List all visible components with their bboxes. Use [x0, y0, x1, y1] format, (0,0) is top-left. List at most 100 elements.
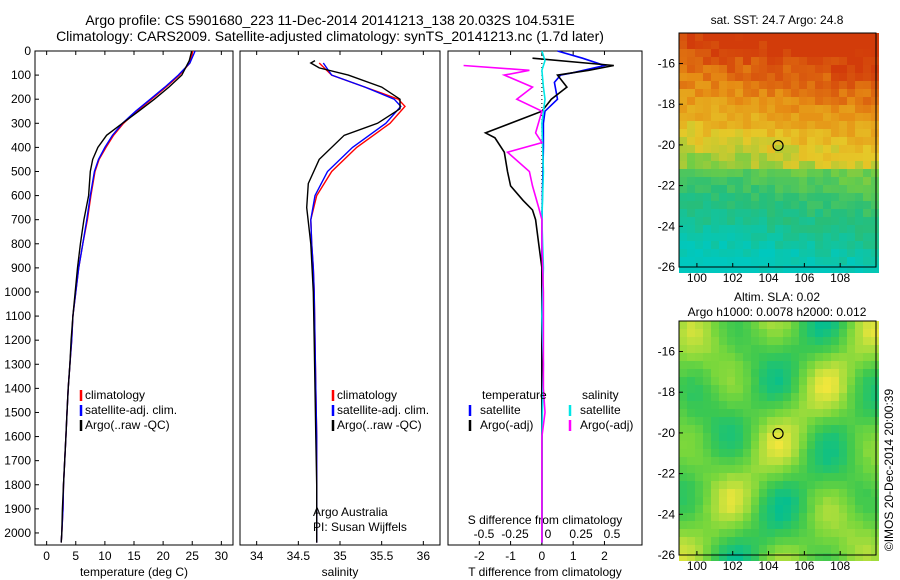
y-tick-label: 100 — [11, 68, 31, 82]
map-frame — [678, 320, 877, 556]
top-tick-label: 0 — [545, 527, 552, 541]
series-line-argo-adj- — [483, 57, 614, 543]
legend-label: satellite-adj. clim. — [85, 403, 177, 417]
series-line-satellite-adj-clim- — [60, 50, 196, 543]
series-line-satellite — [541, 50, 608, 543]
y-tick-label: 500 — [11, 164, 31, 178]
x-tick-label: 25 — [186, 549, 200, 563]
x-tick-label: 30 — [215, 549, 229, 563]
y-tick-label: 400 — [11, 140, 31, 154]
legend-title-temperature: temperature — [482, 388, 547, 402]
y-tick-label: -22 — [658, 467, 676, 481]
y-tick-label: 1100 — [5, 309, 31, 323]
sst-heatmap — [679, 33, 879, 273]
x-tick-label: 0 — [539, 549, 546, 563]
y-tick-label: 1500 — [4, 405, 31, 419]
y-tick-label: -20 — [658, 138, 676, 152]
argo-location-marker — [772, 139, 784, 152]
series-line-climatology — [60, 50, 194, 543]
panel-3-frame — [447, 50, 643, 546]
top-tick-label: -0.5 — [474, 527, 495, 541]
y-tick-label: 1000 — [4, 285, 31, 299]
legend-label: Argo(..raw -QC) — [85, 418, 170, 432]
legend-label: Argo(-adj) — [580, 418, 633, 432]
y-tick-label: 700 — [11, 213, 31, 227]
y-tick-label: -24 — [658, 507, 676, 521]
y-tick-label: -22 — [658, 179, 676, 193]
y-tick-label: 1300 — [4, 357, 31, 371]
series-line-satellite-adj-clim- — [310, 62, 402, 543]
legend-label: climatology — [337, 388, 397, 402]
x-tick-label: -1 — [505, 549, 516, 563]
y-tick-label: -16 — [658, 57, 676, 71]
legend-label: satellite — [580, 403, 621, 417]
x-tick-label: 35 — [333, 549, 347, 563]
y-tick-label: -26 — [658, 260, 676, 274]
x-tick-label: -2 — [474, 549, 485, 563]
x-tick-label: 0 — [43, 549, 50, 563]
panel-2-frame — [239, 50, 441, 546]
legend-label: Argo(..raw -QC) — [337, 418, 422, 432]
x-tick-label: 102 — [723, 559, 743, 573]
x-tick-label: 100 — [687, 559, 707, 573]
map-title: sat. SST: 24.7 Argo: 24.8 — [711, 13, 844, 27]
top-axis-label: S difference from climatology — [468, 513, 623, 527]
sla-heatmap — [679, 321, 879, 561]
x-tick-label: 100 — [687, 271, 707, 285]
annotation-line1: Argo Australia — [313, 505, 388, 519]
y-tick-label: 300 — [11, 116, 31, 130]
argo-location-marker — [772, 427, 784, 440]
y-tick-label: -24 — [658, 219, 676, 233]
series-line-argo-raw-qc- — [60, 50, 193, 543]
y-tick-label: -16 — [658, 345, 676, 359]
series-line-argo-adj- — [463, 64, 546, 543]
y-tick-label: 1400 — [4, 381, 31, 395]
top-tick-label: 0.25 — [569, 527, 593, 541]
x-axis-label: salinity — [322, 565, 359, 579]
x-tick-label: 1 — [570, 549, 577, 563]
chart-title-line2: Climatology: CARS2009. Satellite-adjuste… — [56, 28, 604, 44]
y-tick-label: 2000 — [4, 526, 31, 540]
y-tick-label: 1200 — [4, 333, 31, 347]
y-tick-label: 1800 — [4, 478, 31, 492]
x-axis-label: temperature (deg C) — [80, 565, 188, 579]
map-title-line2: Argo h1000: 0.0078 h2000: 0.012 — [688, 305, 867, 319]
top-tick-label: 0.5 — [604, 527, 621, 541]
y-tick-label: 800 — [11, 237, 31, 251]
x-tick-label: 106 — [794, 559, 814, 573]
y-tick-label: 200 — [11, 92, 31, 106]
legend-label: satellite — [480, 403, 521, 417]
x-tick-label: 108 — [830, 559, 850, 573]
chart-title-line1: Argo profile: CS 5901680_223 11-Dec-2014… — [85, 12, 575, 28]
y-tick-label: 900 — [11, 261, 31, 275]
map-frame — [678, 32, 877, 268]
x-tick-label: 34.5 — [287, 549, 311, 563]
y-tick-label: 0 — [24, 44, 31, 58]
x-axis-label: T difference from climatology — [468, 565, 622, 579]
x-tick-label: 108 — [830, 271, 850, 285]
x-tick-label: 104 — [759, 271, 779, 285]
top-tick-label: -0.25 — [501, 527, 529, 541]
x-tick-label: 5 — [72, 549, 79, 563]
y-tick-label: -18 — [658, 385, 676, 399]
x-tick-label: 104 — [759, 559, 779, 573]
y-tick-label: 1900 — [4, 502, 31, 516]
series-line-climatology — [310, 62, 406, 543]
x-tick-label: 34 — [250, 549, 264, 563]
x-tick-label: 102 — [723, 271, 743, 285]
x-tick-label: 15 — [127, 549, 141, 563]
legend-label: satellite-adj. clim. — [337, 403, 429, 417]
legend-label: climatology — [85, 388, 145, 402]
y-tick-label: -18 — [658, 97, 676, 111]
y-tick-label: 600 — [11, 189, 31, 203]
legend-label: Argo(-adj) — [480, 418, 533, 432]
x-tick-label: 2 — [601, 549, 608, 563]
y-tick-label: 1700 — [4, 454, 31, 468]
y-tick-label: 1600 — [4, 430, 31, 444]
map-title-line1: Altim. SLA: 0.02 — [734, 290, 820, 304]
x-tick-label: 36 — [417, 549, 431, 563]
x-tick-label: 106 — [794, 271, 814, 285]
series-line-argo-raw-qc- — [305, 59, 401, 543]
x-tick-label: 35.5 — [370, 549, 394, 563]
